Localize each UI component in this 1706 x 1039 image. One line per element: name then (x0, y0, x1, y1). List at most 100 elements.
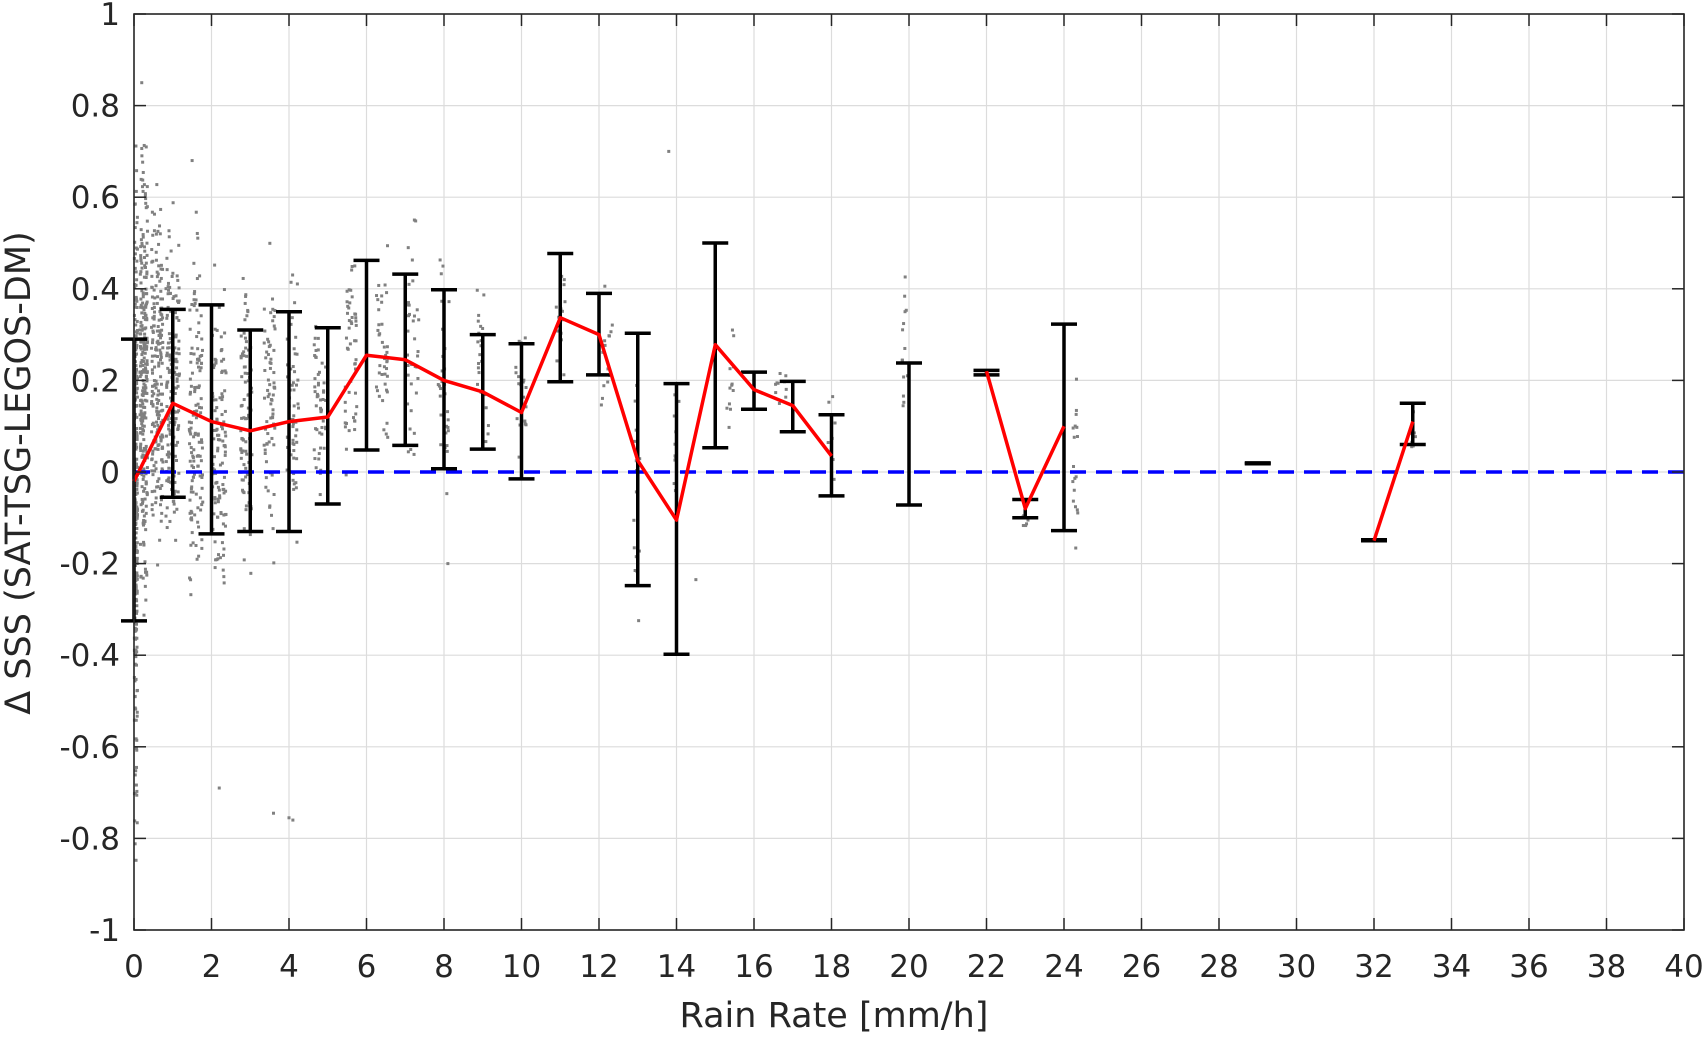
data-point (167, 370, 171, 374)
data-point (134, 515, 138, 519)
data-point (139, 270, 143, 274)
data-point (607, 334, 611, 338)
data-point (173, 489, 177, 493)
data-point (154, 467, 158, 471)
data-point (134, 501, 138, 505)
data-point (350, 295, 354, 299)
data-point (145, 292, 149, 296)
data-point (139, 409, 143, 413)
x-tick-label: 30 (1277, 949, 1316, 985)
data-point (220, 392, 224, 396)
data-point (140, 289, 144, 293)
data-point (215, 427, 219, 431)
data-point (901, 404, 905, 408)
data-point (477, 371, 481, 375)
data-point (187, 420, 191, 424)
data-point (242, 416, 246, 420)
data-point (173, 454, 177, 458)
data-point (318, 431, 322, 435)
data-point (345, 300, 349, 304)
data-point (191, 454, 195, 458)
data-point (133, 318, 137, 322)
data-point (195, 277, 199, 281)
data-point (440, 369, 444, 373)
data-point (140, 185, 144, 189)
data-point (213, 496, 217, 500)
data-point (292, 482, 296, 486)
data-point (385, 350, 389, 354)
data-point (291, 381, 295, 385)
data-point (134, 505, 138, 509)
data-point (194, 298, 198, 302)
data-point (343, 421, 347, 425)
data-point (144, 261, 148, 265)
data-point (289, 418, 293, 422)
data-point (188, 392, 192, 396)
data-point (141, 419, 145, 423)
data-point (156, 272, 160, 276)
data-point (476, 366, 480, 370)
data-point (296, 402, 300, 406)
data-point (168, 480, 172, 484)
data-point (191, 475, 195, 479)
data-point (135, 457, 139, 461)
data-point (727, 402, 731, 406)
data-point (1073, 476, 1077, 480)
data-point (343, 409, 347, 413)
y-tick-label: 1 (100, 0, 120, 33)
data-point (143, 584, 147, 588)
data-point (445, 449, 449, 453)
data-point (134, 387, 138, 391)
data-point (139, 177, 143, 181)
data-point (133, 226, 137, 230)
data-point (224, 371, 228, 375)
data-point (216, 449, 220, 453)
data-point (143, 448, 147, 452)
data-point (143, 366, 147, 370)
data-point (563, 300, 567, 304)
data-point (289, 453, 293, 457)
data-point (189, 360, 193, 364)
data-point (157, 242, 161, 246)
data-point (222, 288, 226, 292)
data-point (212, 512, 216, 516)
data-point (269, 311, 273, 315)
data-point (222, 581, 226, 585)
data-point (523, 419, 527, 423)
data-point (156, 325, 160, 329)
data-point (377, 283, 381, 287)
data-point (188, 390, 192, 394)
data-point (728, 407, 732, 411)
data-point (200, 337, 204, 341)
data-point (145, 316, 149, 320)
data-point (151, 371, 155, 375)
data-point (214, 398, 218, 402)
data-point (484, 440, 488, 444)
data-point (446, 418, 450, 422)
data-point (380, 322, 384, 326)
data-point (166, 417, 170, 421)
data-point (145, 391, 149, 395)
data-point (143, 332, 147, 336)
data-point (1074, 377, 1078, 381)
data-point (156, 393, 160, 397)
data-point (167, 476, 171, 480)
data-point (141, 389, 145, 393)
data-point (190, 531, 194, 535)
data-point (143, 311, 147, 315)
data-point (135, 710, 139, 714)
data-point (217, 305, 221, 309)
data-point (152, 324, 156, 328)
data-point (135, 748, 139, 752)
data-point (141, 189, 145, 193)
data-point (222, 357, 226, 361)
data-point (214, 358, 218, 362)
data-point (142, 413, 146, 417)
data-point (440, 299, 444, 303)
data-point (242, 527, 246, 531)
data-point (1071, 480, 1075, 484)
data-point (140, 261, 144, 265)
data-point (902, 400, 906, 404)
data-point (145, 362, 149, 366)
data-point (150, 210, 154, 214)
